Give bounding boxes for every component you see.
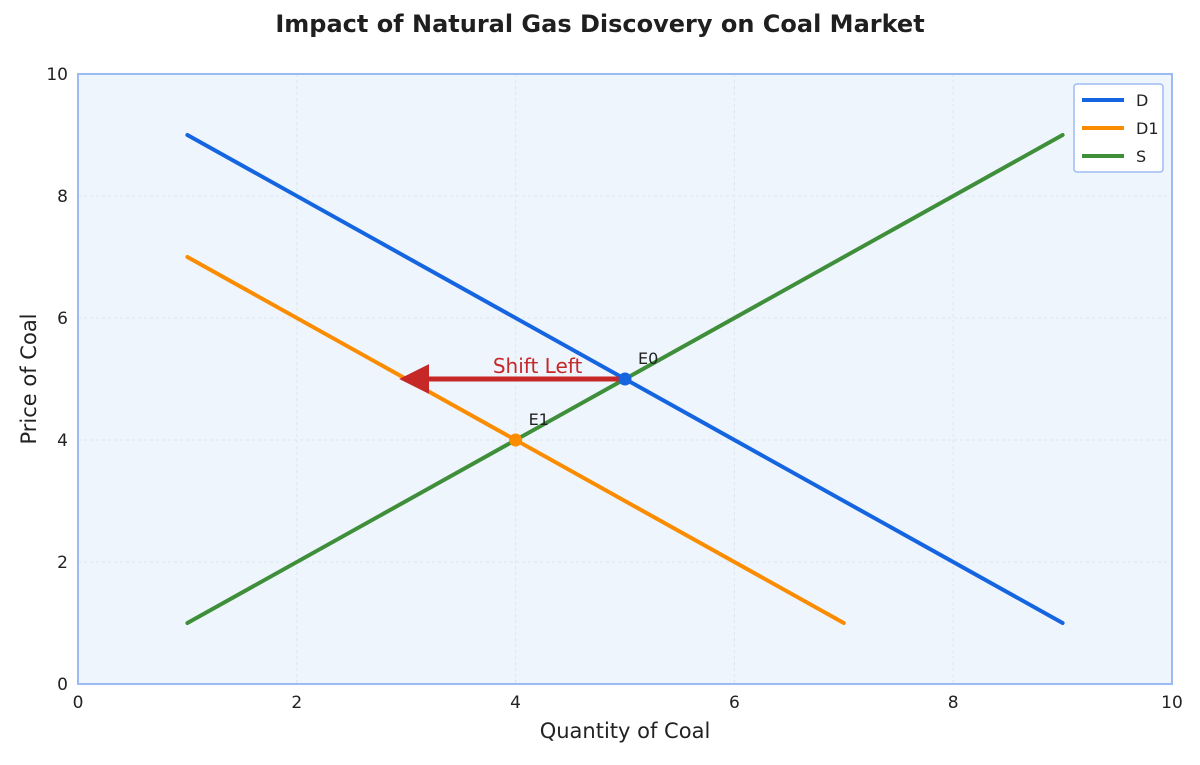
shift-arrow-label: Shift Left [493,354,583,378]
legend-label-s: S [1136,147,1146,166]
equilibrium-point-e1 [509,433,523,447]
y-tick-label: 4 [57,431,68,451]
y-axis-label: Price of Coal [17,313,41,444]
x-tick-label: 8 [948,693,959,713]
legend-label-d: D [1136,91,1148,110]
y-tick-label: 0 [57,675,68,695]
y-tick-label: 6 [57,309,68,329]
x-axis-label: Quantity of Coal [540,719,711,743]
equilibrium-label-e0: E0 [638,349,658,368]
y-tick-label: 8 [57,187,68,207]
equilibrium-label-e1: E1 [529,410,549,429]
x-tick-label: 0 [73,693,84,713]
chart-title: Impact of Natural Gas Discovery on Coal … [275,10,925,38]
x-tick-label: 6 [729,693,740,713]
x-tick-label: 4 [510,693,521,713]
y-tick-label: 2 [57,553,68,573]
y-tick-label: 10 [46,65,68,85]
plot-border [77,73,1173,685]
equilibrium-point-e0 [618,372,632,386]
legend-label-d1: D1 [1136,119,1159,138]
x-tick-label: 2 [291,693,302,713]
x-tick-label: 10 [1161,693,1183,713]
